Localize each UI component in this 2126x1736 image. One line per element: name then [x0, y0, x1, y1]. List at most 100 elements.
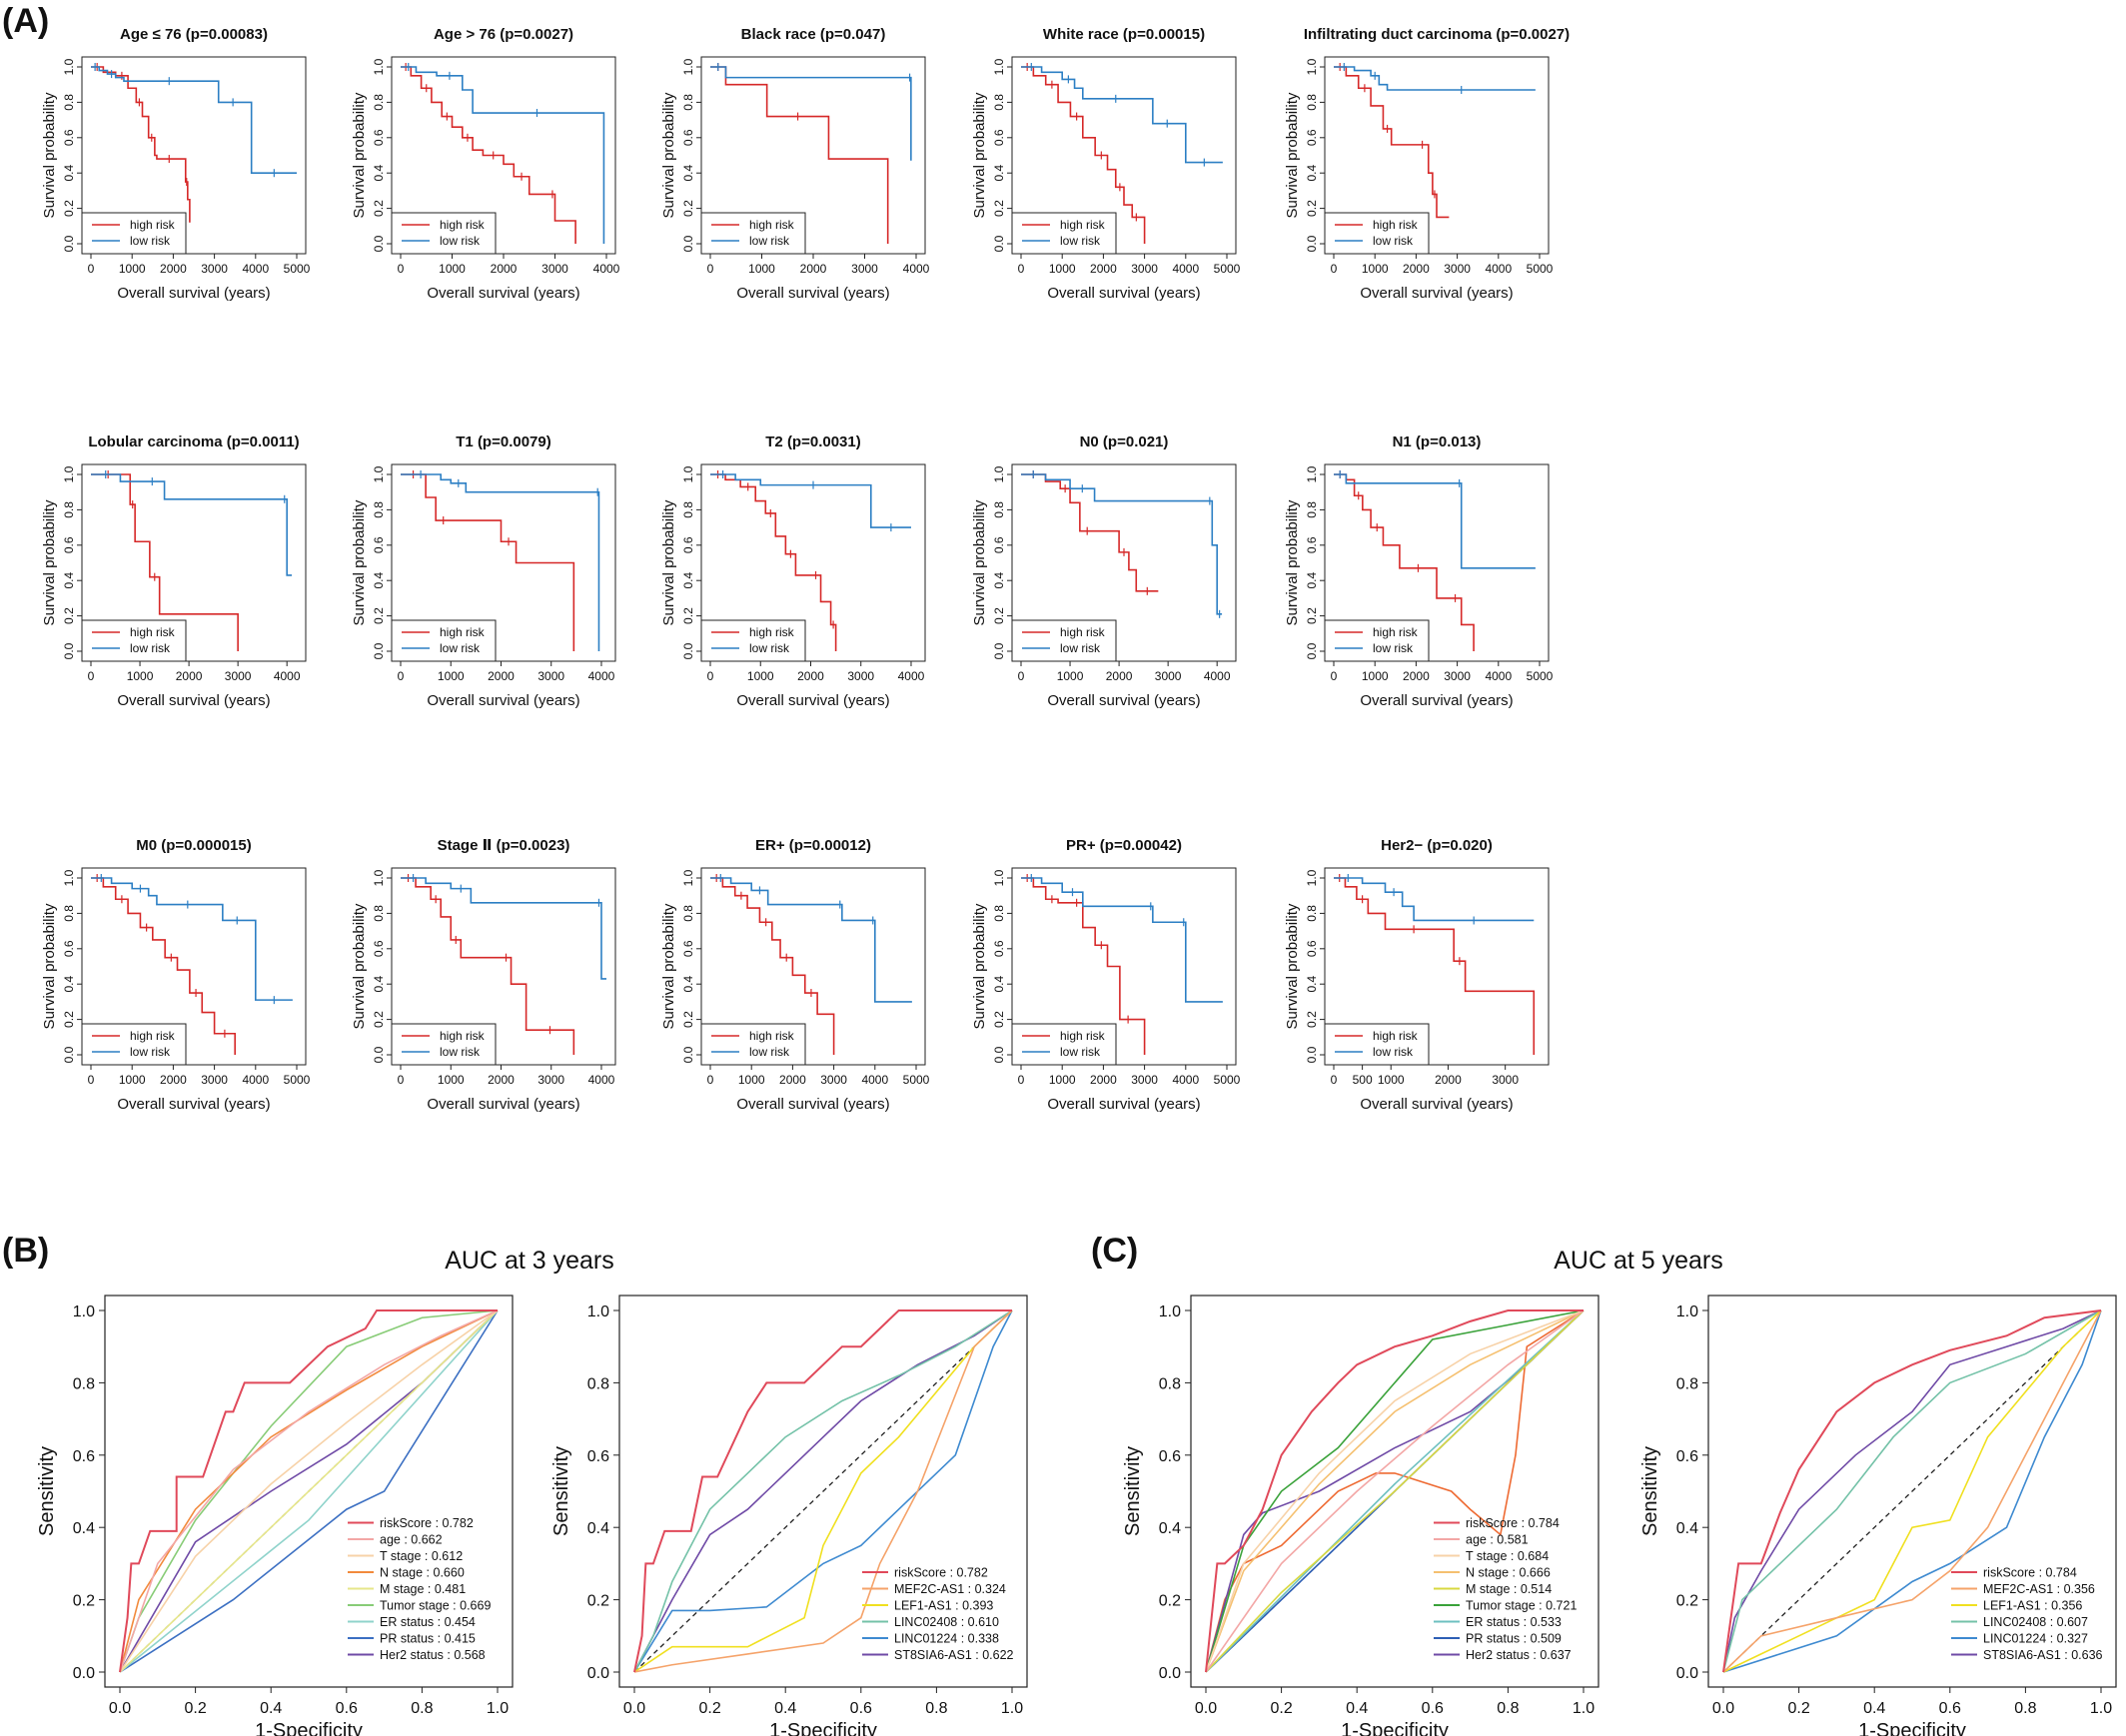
roc-xtick-label: 0.4 — [1863, 1700, 1885, 1717]
roc-xtick-label: 0.4 — [1346, 1700, 1368, 1717]
km-plot-lobular-carcinoma-p-0-0011: Lobular carcinoma (p=0.0011) 0.0 0.2 0.4 0.6… — [41, 434, 307, 709]
km-ytick-label: 0.6 — [62, 129, 76, 146]
km-ytick-label: 1.0 — [681, 465, 695, 482]
km-legend: high risk low risk — [1324, 212, 1430, 255]
km-ytick-label: 0.0 — [992, 235, 1006, 252]
roc-y-axis-label: Sensitivity — [1639, 1446, 1661, 1536]
km-ytick-label: 0.6 — [62, 536, 76, 553]
km-x-axis-label: Overall survival (years) — [1047, 285, 1200, 302]
roc-ytick-label: 0.6 — [587, 1448, 609, 1465]
km-curve-low-risk — [1021, 66, 1223, 164]
km-xtick-label: 5000 — [1527, 669, 1554, 683]
km-plot-white-race-p-0-00015: White race (p=0.00015) 0.0 0.2 0.4 0.6 0.8 1.0… — [971, 26, 1241, 302]
km-curve-low-risk — [91, 877, 293, 1001]
km-frame — [81, 463, 307, 662]
km-plot-stage-p-0-0023: Stage Ⅱ (p=0.0023) 0.0 0.2 0.4 0.6 0.8 1.0 0 100… — [351, 837, 616, 1113]
km-ytick-label: 0.8 — [1305, 94, 1319, 111]
roc-legend-label: MEF2C-AS1 : 0.324 — [894, 1582, 1006, 1596]
km-x-axis-label: Overall survival (years) — [427, 285, 579, 302]
km-legend-box — [1324, 1023, 1430, 1066]
km-xtick-label: 3000 — [537, 1073, 564, 1087]
km-x-axis-label: Overall survival (years) — [1047, 1096, 1200, 1113]
roc-xtick-label: 0.0 — [1195, 1700, 1217, 1717]
km-y-axis-label: Survival probability — [1284, 903, 1301, 1029]
roc-curve-st8sia6-as1-0-622 — [633, 1309, 1013, 1673]
km-xtick-label: 4000 — [242, 1073, 269, 1087]
roc-legend-label: age : 0.662 — [380, 1533, 443, 1547]
km-legend-box — [1011, 619, 1117, 662]
km-ytick-label: 0.0 — [1305, 235, 1319, 252]
roc-xtick-label: 1.0 — [1001, 1700, 1023, 1717]
roc-plots: 0.0 0.0 0.2 0.2 0.4 0.4 0.6 0.6 0.8 0.8 1.0 1.0 1-Sp… — [36, 1295, 2117, 1736]
roc-xtick-label: 0.2 — [184, 1700, 206, 1717]
roc-heading-3-years: AUC at 3 years — [445, 1247, 614, 1275]
km-curve-high-risk — [91, 473, 239, 651]
km-ytick-label: 0.4 — [992, 572, 1006, 589]
roc-xtick-label: 0.0 — [1712, 1700, 1734, 1717]
km-plot-t1-p-0-0079: T1 (p=0.0079) 0.0 0.2 0.4 0.6 0.8 1.0 0 1000 2000… — [351, 434, 616, 709]
km-xtick-label: 2000 — [160, 1073, 187, 1087]
roc-x-axis-label: 1-Specificity — [255, 1720, 363, 1736]
roc-curve-riskscore-0-784 — [1205, 1309, 1584, 1673]
km-ytick-label: 0.2 — [1305, 1011, 1319, 1028]
roc-curve-er-status-0-454 — [119, 1309, 499, 1673]
roc-ytick-label: 0.0 — [1676, 1665, 1698, 1682]
km-frame — [700, 463, 926, 662]
km-curve-low-risk — [1021, 877, 1223, 1003]
km-ytick-label: 0.0 — [62, 235, 76, 252]
roc-ytick-label: 0.0 — [1159, 1665, 1181, 1682]
km-xtick-label: 2000 — [1403, 669, 1430, 683]
km-xtick-label: 0 — [707, 1073, 714, 1087]
km-ytick-label: 0.2 — [372, 607, 386, 624]
km-xtick-label: 1000 — [738, 1073, 765, 1087]
roc-curve-m-stage-0-481 — [119, 1309, 499, 1673]
km-y-axis-label: Survival probability — [41, 903, 58, 1029]
km-ytick-label: 0.0 — [62, 1046, 76, 1063]
roc-curve-linc01224-0-338 — [633, 1309, 1013, 1673]
km-title: Black race (p=0.047) — [741, 26, 886, 43]
roc-legend-label: MEF2C-AS1 : 0.356 — [1983, 1582, 2095, 1596]
km-x-axis-label: Overall survival (years) — [736, 285, 889, 302]
km-legend-box — [1011, 212, 1117, 255]
roc-legend-label: LINC02408 : 0.610 — [894, 1615, 999, 1629]
roc-legend-label: N stage : 0.660 — [380, 1566, 465, 1580]
km-y-axis-label: Survival probability — [660, 92, 677, 218]
km-curve-low-risk — [91, 473, 293, 576]
km-ytick-label: 0.0 — [681, 642, 695, 659]
km-xtick-label: 1000 — [748, 262, 775, 276]
km-ytick-label: 0.2 — [1305, 607, 1319, 624]
km-ytick-label: 0.6 — [372, 940, 386, 957]
roc-ytick-label: 0.2 — [1159, 1593, 1181, 1610]
km-curve-high-risk — [710, 877, 835, 1055]
km-xtick-label: 3000 — [1444, 262, 1471, 276]
km-xtick-label: 2000 — [160, 262, 187, 276]
roc-legend-label: riskScore : 0.782 — [894, 1566, 988, 1580]
roc-y-axis-label: Sensitivity — [1122, 1446, 1144, 1536]
roc-curve-lef1-as1-0-393 — [633, 1309, 1013, 1673]
km-ytick-label: 0.4 — [372, 976, 386, 993]
km-xtick-label: 2000 — [800, 262, 827, 276]
roc-frame — [1190, 1295, 1599, 1688]
roc-ytick-label: 1.0 — [587, 1303, 609, 1320]
km-title: T1 (p=0.0079) — [456, 434, 550, 450]
km-ytick-label: 0.4 — [1305, 165, 1319, 182]
km-ytick-label: 1.0 — [372, 465, 386, 482]
roc-curve-linc02408-0-610 — [633, 1309, 1013, 1673]
roc-y-axis-label: Sensitivity — [36, 1446, 58, 1536]
roc-legend-label: M stage : 0.481 — [380, 1582, 466, 1596]
km-ytick-label: 1.0 — [1305, 465, 1319, 482]
roc-ytick-label: 1.0 — [73, 1303, 95, 1320]
km-legend-box — [1324, 619, 1430, 662]
roc-diagonal — [633, 1309, 1013, 1673]
km-xtick-label: 5000 — [1214, 1073, 1241, 1087]
roc-curve-mef2c-as1-0-356 — [1722, 1309, 2102, 1673]
km-legend: high risk low risk — [81, 619, 187, 662]
km-legend-box — [700, 1023, 806, 1066]
km-ytick-label: 0.4 — [62, 572, 76, 589]
km-legend-label: high risk — [440, 625, 486, 639]
km-xtick-label: 0 — [707, 262, 714, 276]
km-legend-label: high risk — [130, 218, 176, 232]
km-x-axis-label: Overall survival (years) — [117, 1096, 270, 1113]
km-title: Infiltrating duct carcinoma (p=0.0027) — [1304, 26, 1570, 43]
